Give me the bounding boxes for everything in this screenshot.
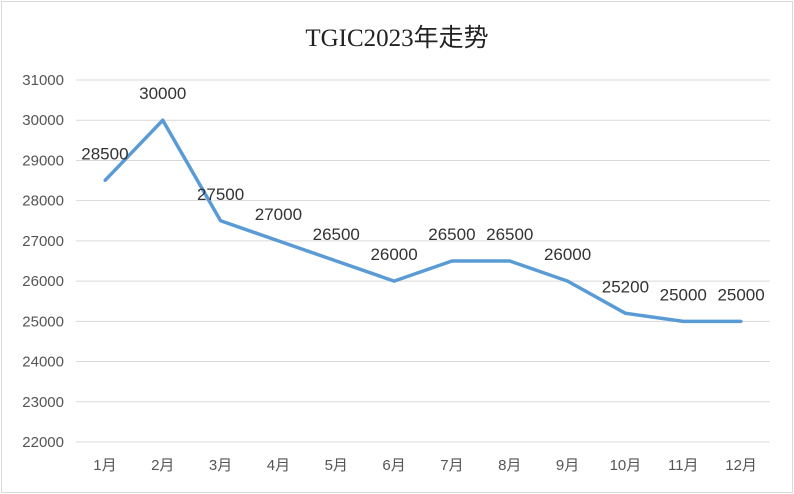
data-point	[334, 259, 338, 263]
data-point	[566, 279, 570, 283]
x-tick-label: 4月	[267, 457, 290, 474]
y-tick-label: 27000	[22, 233, 64, 250]
data-label: 26000	[544, 245, 591, 264]
data-label: 25000	[660, 285, 707, 304]
data-point	[103, 179, 107, 183]
chart-title: TGIC2023年走势	[305, 25, 489, 52]
data-label: 26000	[370, 245, 417, 264]
data-label: 30000	[139, 84, 186, 103]
data-label: 26500	[486, 225, 533, 244]
x-tick-label: 3月	[209, 457, 232, 474]
x-tick-label: 5月	[325, 457, 348, 474]
x-tick-label: 11月	[668, 457, 699, 474]
data-point	[739, 319, 743, 323]
y-tick-label: 28000	[22, 193, 64, 210]
x-tick-label: 7月	[440, 457, 463, 474]
data-point	[161, 118, 165, 122]
y-tick-label: 29000	[22, 152, 64, 169]
y-tick-label: 26000	[22, 273, 64, 290]
data-point	[508, 259, 512, 263]
y-tick-label: 31000	[22, 72, 64, 89]
x-tick-label: 8月	[498, 457, 521, 474]
data-label: 26500	[428, 225, 475, 244]
x-tick-label: 12月	[725, 457, 757, 474]
x-tick-label: 2月	[151, 457, 174, 474]
y-tick-label: 22000	[22, 434, 64, 451]
data-point	[219, 219, 223, 223]
data-point	[450, 259, 454, 263]
x-tick-label: 9月	[556, 457, 579, 474]
data-point	[681, 319, 685, 323]
x-tick-label: 6月	[382, 457, 405, 474]
data-point	[623, 311, 627, 315]
y-tick-label: 23000	[22, 394, 64, 411]
x-tick-label: 1月	[93, 457, 116, 474]
data-label: 25200	[602, 277, 649, 296]
y-tick-label: 25000	[22, 313, 64, 330]
data-point	[392, 279, 396, 283]
data-point	[276, 239, 280, 243]
y-tick-label: 30000	[22, 112, 64, 129]
data-label: 25000	[717, 285, 764, 304]
y-tick-label: 24000	[22, 354, 64, 371]
data-label: 28500	[81, 145, 128, 164]
x-tick-label: 10月	[610, 457, 642, 474]
data-label: 27000	[255, 205, 302, 224]
data-label: 26500	[313, 225, 360, 244]
data-label: 27500	[197, 185, 244, 204]
series-line	[103, 118, 742, 324]
